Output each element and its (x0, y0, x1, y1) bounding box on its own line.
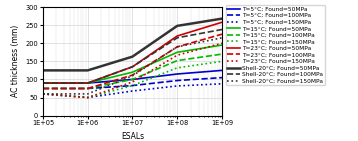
Line: T=15°C; Found=150MPa: T=15°C; Found=150MPa (43, 61, 222, 98)
T=15°C; Found=100MPa (220, 53, 224, 55)
Y-axis label: AC thickness (mm): AC thickness (mm) (11, 25, 20, 97)
Line: T=5°C; Found=100MPa: T=5°C; Found=100MPa (43, 78, 222, 89)
Shell-20°C; Found=150MPa (86, 93, 90, 95)
X-axis label: ESALs: ESALs (121, 132, 144, 141)
Shell-20°C; Found=100MPa (220, 29, 224, 30)
T=5°C; Found=150MPa (175, 85, 179, 87)
T=23°C; Found=150MPa (86, 97, 90, 98)
T=5°C; Found=150MPa (86, 97, 90, 98)
T=15°C; Found=50MPa (41, 82, 45, 84)
T=15°C; Found=150MPa (41, 93, 45, 95)
T=15°C; Found=50MPa (220, 44, 224, 46)
Line: T=23°C; Found=100MPa: T=23°C; Found=100MPa (43, 34, 222, 89)
Line: Shell-20°C; Found=50MPa: Shell-20°C; Found=50MPa (43, 19, 222, 70)
T=5°C; Found=100MPa (41, 88, 45, 89)
T=23°C; Found=150MPa (220, 42, 224, 44)
T=23°C; Found=50MPa (41, 82, 45, 84)
Shell-20°C; Found=150MPa (175, 46, 179, 48)
T=23°C; Found=150MPa (130, 81, 135, 83)
Shell-20°C; Found=50MPa (175, 25, 179, 27)
Line: T=15°C; Found=100MPa: T=15°C; Found=100MPa (43, 54, 222, 89)
T=23°C; Found=150MPa (41, 93, 45, 95)
T=23°C; Found=50MPa (175, 35, 179, 37)
T=23°C; Found=50MPa (220, 21, 224, 23)
T=15°C; Found=100MPa (41, 88, 45, 89)
Shell-20°C; Found=100MPa (175, 37, 179, 39)
Shell-20°C; Found=100MPa (41, 82, 45, 84)
Line: Shell-20°C; Found=150MPa: Shell-20°C; Found=150MPa (43, 38, 222, 94)
T=5°C; Found=100MPa (86, 88, 90, 89)
T=5°C; Found=150MPa (130, 90, 135, 92)
T=15°C; Found=100MPa (175, 60, 179, 61)
Line: Shell-20°C; Found=100MPa: Shell-20°C; Found=100MPa (43, 29, 222, 83)
Shell-20°C; Found=150MPa (130, 75, 135, 77)
T=5°C; Found=100MPa (220, 77, 224, 78)
T=5°C; Found=50MPa (175, 73, 179, 75)
T=23°C; Found=100MPa (86, 88, 90, 89)
T=23°C; Found=100MPa (220, 33, 224, 35)
Shell-20°C; Found=100MPa (130, 66, 135, 68)
T=23°C; Found=100MPa (130, 74, 135, 76)
T=5°C; Found=150MPa (41, 93, 45, 95)
T=23°C; Found=50MPa (130, 66, 135, 68)
Line: T=5°C; Found=50MPa: T=5°C; Found=50MPa (43, 70, 222, 83)
T=5°C; Found=50MPa (130, 79, 135, 80)
T=15°C; Found=50MPa (130, 71, 135, 73)
T=15°C; Found=150MPa (130, 85, 135, 86)
Shell-20°C; Found=150MPa (41, 93, 45, 95)
T=23°C; Found=50MPa (86, 82, 90, 84)
Line: T=23°C; Found=150MPa: T=23°C; Found=150MPa (43, 43, 222, 98)
T=23°C; Found=100MPa (175, 46, 179, 48)
Shell-20°C; Found=50MPa (220, 18, 224, 19)
T=15°C; Found=150MPa (220, 60, 224, 62)
T=15°C; Found=150MPa (175, 67, 179, 69)
Line: T=15°C; Found=50MPa: T=15°C; Found=50MPa (43, 45, 222, 83)
Legend: T=5°C; Found=50MPa, T=5°C; Found=100MPa, T=5°C; Found=150MPa, T=15°C; Found=50MP: T=5°C; Found=50MPa, T=5°C; Found=100MPa,… (226, 5, 325, 85)
T=5°C; Found=50MPa (86, 82, 90, 84)
Line: T=5°C; Found=150MPa: T=5°C; Found=150MPa (43, 84, 222, 98)
T=5°C; Found=100MPa (130, 85, 135, 86)
Shell-20°C; Found=50MPa (41, 70, 45, 71)
Shell-20°C; Found=50MPa (130, 56, 135, 58)
T=5°C; Found=50MPa (220, 70, 224, 71)
T=5°C; Found=50MPa (41, 82, 45, 84)
T=15°C; Found=150MPa (86, 97, 90, 98)
T=15°C; Found=50MPa (86, 82, 90, 84)
Shell-20°C; Found=150MPa (220, 37, 224, 39)
T=23°C; Found=150MPa (175, 54, 179, 56)
Line: T=23°C; Found=50MPa: T=23°C; Found=50MPa (43, 22, 222, 83)
T=15°C; Found=100MPa (130, 79, 135, 80)
T=5°C; Found=150MPa (220, 83, 224, 85)
T=23°C; Found=100MPa (41, 88, 45, 89)
T=15°C; Found=50MPa (175, 51, 179, 53)
Shell-20°C; Found=100MPa (86, 82, 90, 84)
Shell-20°C; Found=50MPa (86, 70, 90, 71)
T=15°C; Found=100MPa (86, 88, 90, 89)
T=5°C; Found=100MPa (175, 80, 179, 81)
